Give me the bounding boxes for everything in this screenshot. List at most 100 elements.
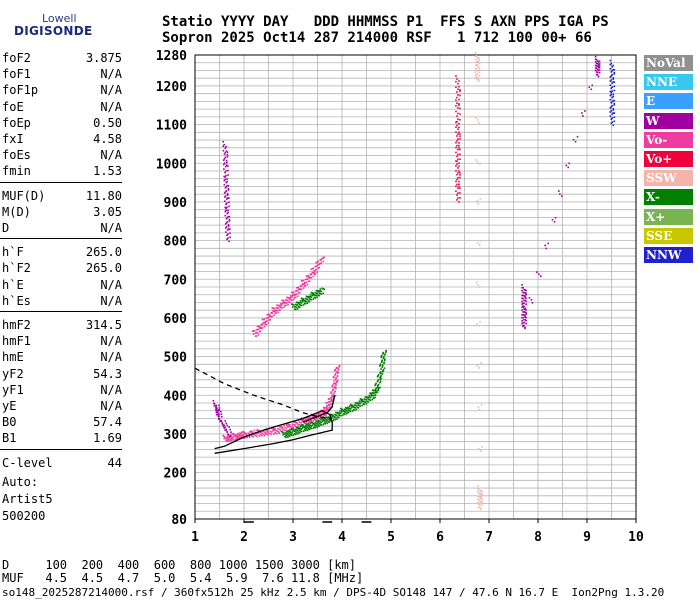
trace-point bbox=[612, 95, 615, 98]
trace-point bbox=[377, 389, 379, 392]
trace-point bbox=[266, 320, 269, 322]
trace-point bbox=[375, 392, 377, 394]
trace-point bbox=[274, 309, 276, 312]
trace-point bbox=[314, 422, 317, 424]
trace-point bbox=[456, 163, 458, 165]
trace-point bbox=[217, 413, 220, 415]
trace-point bbox=[525, 300, 527, 303]
trace-point bbox=[612, 108, 615, 110]
trace-point bbox=[324, 420, 326, 423]
trace-point bbox=[477, 69, 480, 72]
trace-point bbox=[227, 434, 229, 437]
trace-point bbox=[523, 318, 525, 321]
trace-point bbox=[231, 436, 233, 438]
trace-point bbox=[305, 425, 308, 428]
trace-point bbox=[270, 312, 273, 315]
x-tick-label: 2 bbox=[240, 530, 248, 545]
trace-point bbox=[300, 280, 303, 282]
trace-point bbox=[226, 202, 228, 204]
trace-point bbox=[323, 256, 326, 259]
trace-point bbox=[325, 406, 328, 409]
trace-point bbox=[376, 375, 379, 378]
trace-point bbox=[278, 304, 280, 307]
trace-point bbox=[304, 278, 307, 281]
trace-point bbox=[353, 409, 356, 411]
trace-point bbox=[305, 298, 308, 300]
trace-point bbox=[458, 144, 460, 147]
x-tick-label: 3 bbox=[289, 530, 297, 545]
trace-point bbox=[609, 67, 612, 70]
trace-point bbox=[305, 300, 308, 303]
trace-point bbox=[314, 269, 317, 272]
legend-item: NNE bbox=[644, 74, 693, 91]
trace-point bbox=[216, 413, 218, 416]
trace-point bbox=[379, 376, 381, 379]
trace-point bbox=[303, 420, 306, 422]
trace-point bbox=[223, 157, 226, 160]
trace-point bbox=[259, 330, 262, 333]
trace-point bbox=[610, 71, 613, 73]
trace-point bbox=[289, 298, 291, 301]
trace-point bbox=[293, 294, 295, 296]
trace-point bbox=[258, 429, 260, 432]
trace-point bbox=[481, 501, 483, 504]
trace-point bbox=[305, 278, 308, 281]
trace-point bbox=[610, 106, 613, 108]
trace-point bbox=[382, 370, 384, 372]
trace-point bbox=[523, 302, 525, 305]
trace-point bbox=[303, 302, 306, 305]
trace-point bbox=[315, 294, 318, 297]
trace-point bbox=[522, 305, 524, 307]
trace-point bbox=[375, 382, 377, 385]
trace-point bbox=[307, 300, 310, 302]
trace-point bbox=[312, 271, 315, 274]
param-value: 44 bbox=[107, 455, 122, 470]
trace-point bbox=[372, 397, 375, 400]
plot-frame bbox=[194, 54, 637, 520]
trace-point bbox=[611, 74, 614, 76]
trace-point bbox=[230, 437, 232, 440]
trace-point bbox=[342, 409, 344, 412]
trace-point bbox=[215, 408, 217, 411]
trace-point bbox=[260, 431, 262, 434]
trace-point bbox=[521, 303, 523, 305]
trace-point bbox=[313, 296, 316, 299]
trace-point bbox=[287, 426, 289, 428]
trace-point bbox=[225, 185, 228, 188]
trace-point bbox=[384, 353, 387, 356]
trace-point bbox=[474, 64, 477, 67]
param-value: 265.0 bbox=[85, 261, 122, 276]
trace-point bbox=[227, 439, 229, 441]
trace-point bbox=[581, 112, 583, 114]
trace-point bbox=[598, 60, 601, 63]
trace-point bbox=[305, 423, 308, 426]
param-value: 57.4 bbox=[93, 415, 122, 430]
x-tick-label: 8 bbox=[534, 530, 542, 545]
trace-point bbox=[456, 140, 458, 142]
trace-point bbox=[331, 413, 333, 416]
legend-item: NNW bbox=[644, 247, 693, 263]
trace-point bbox=[310, 296, 313, 298]
trace-point bbox=[385, 350, 387, 353]
trace-point bbox=[524, 311, 526, 313]
trace-point bbox=[351, 405, 354, 408]
trace-point bbox=[594, 67, 597, 69]
trace-point bbox=[547, 242, 549, 245]
x-tick-label: 1 bbox=[191, 530, 199, 545]
trace-point bbox=[305, 418, 308, 421]
trace-point bbox=[306, 429, 309, 432]
trace-point bbox=[258, 435, 260, 437]
trace-point bbox=[297, 419, 300, 422]
trace-point bbox=[293, 434, 295, 436]
trace-point bbox=[476, 69, 479, 72]
trace-series bbox=[291, 287, 326, 311]
trace-point bbox=[223, 168, 225, 170]
trace-point bbox=[270, 433, 273, 436]
trace-point bbox=[326, 417, 328, 419]
trace-point bbox=[228, 240, 230, 243]
trace-point bbox=[308, 416, 311, 419]
trace-point bbox=[478, 492, 480, 495]
trace-point bbox=[256, 429, 259, 431]
trace-point bbox=[596, 69, 599, 71]
trace-point bbox=[332, 392, 335, 395]
